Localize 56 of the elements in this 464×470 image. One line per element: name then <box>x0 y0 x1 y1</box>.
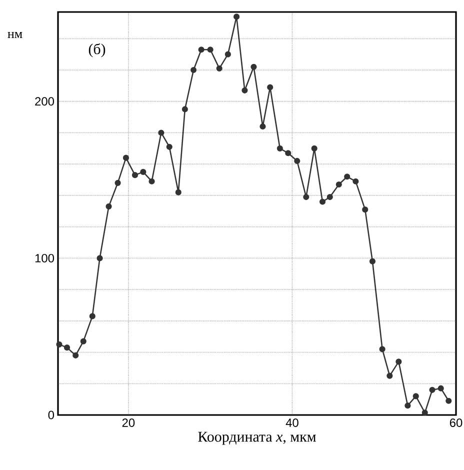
point <box>166 144 172 150</box>
point <box>158 130 164 136</box>
point <box>242 87 248 94</box>
point <box>72 352 79 358</box>
point <box>285 150 292 156</box>
point <box>132 172 138 178</box>
point <box>233 14 240 20</box>
point <box>412 393 419 400</box>
point <box>396 358 402 365</box>
y-tick-label: 0 <box>48 410 54 420</box>
y-axis-title: нм <box>8 32 22 38</box>
point <box>319 198 326 205</box>
point <box>182 106 188 112</box>
point <box>207 46 214 53</box>
point <box>276 145 283 152</box>
point <box>438 385 444 392</box>
point <box>122 154 130 161</box>
point <box>446 398 452 404</box>
point <box>294 158 300 164</box>
point <box>80 338 86 344</box>
point <box>379 346 386 352</box>
point <box>224 51 231 58</box>
point <box>260 123 266 130</box>
point <box>336 181 342 188</box>
point <box>198 46 204 53</box>
x-tick-label: 20 <box>122 418 135 427</box>
y-tick-label: 200 <box>35 97 54 106</box>
point <box>148 178 155 184</box>
point <box>326 194 333 200</box>
point <box>267 84 274 90</box>
x-tick-label: 40 <box>286 418 298 427</box>
annotation: (б) <box>88 43 106 58</box>
point <box>64 344 70 351</box>
point <box>369 258 376 264</box>
point <box>303 194 310 200</box>
point <box>216 65 222 72</box>
point <box>56 341 62 348</box>
point <box>311 145 318 152</box>
point <box>429 386 436 393</box>
x-axis-title: Координата x, мкм <box>198 432 316 445</box>
point <box>140 168 146 175</box>
point <box>352 178 359 184</box>
x-tick-label: 60 <box>450 418 462 427</box>
point <box>362 206 368 213</box>
point <box>190 66 197 74</box>
point <box>89 313 96 320</box>
point <box>422 410 428 416</box>
point <box>96 255 103 262</box>
point <box>114 180 121 186</box>
point <box>344 174 350 180</box>
point <box>250 64 257 70</box>
point <box>175 189 182 196</box>
y-tick-label: 100 <box>35 254 54 262</box>
point <box>386 372 393 379</box>
point <box>404 402 411 409</box>
point <box>106 203 112 210</box>
